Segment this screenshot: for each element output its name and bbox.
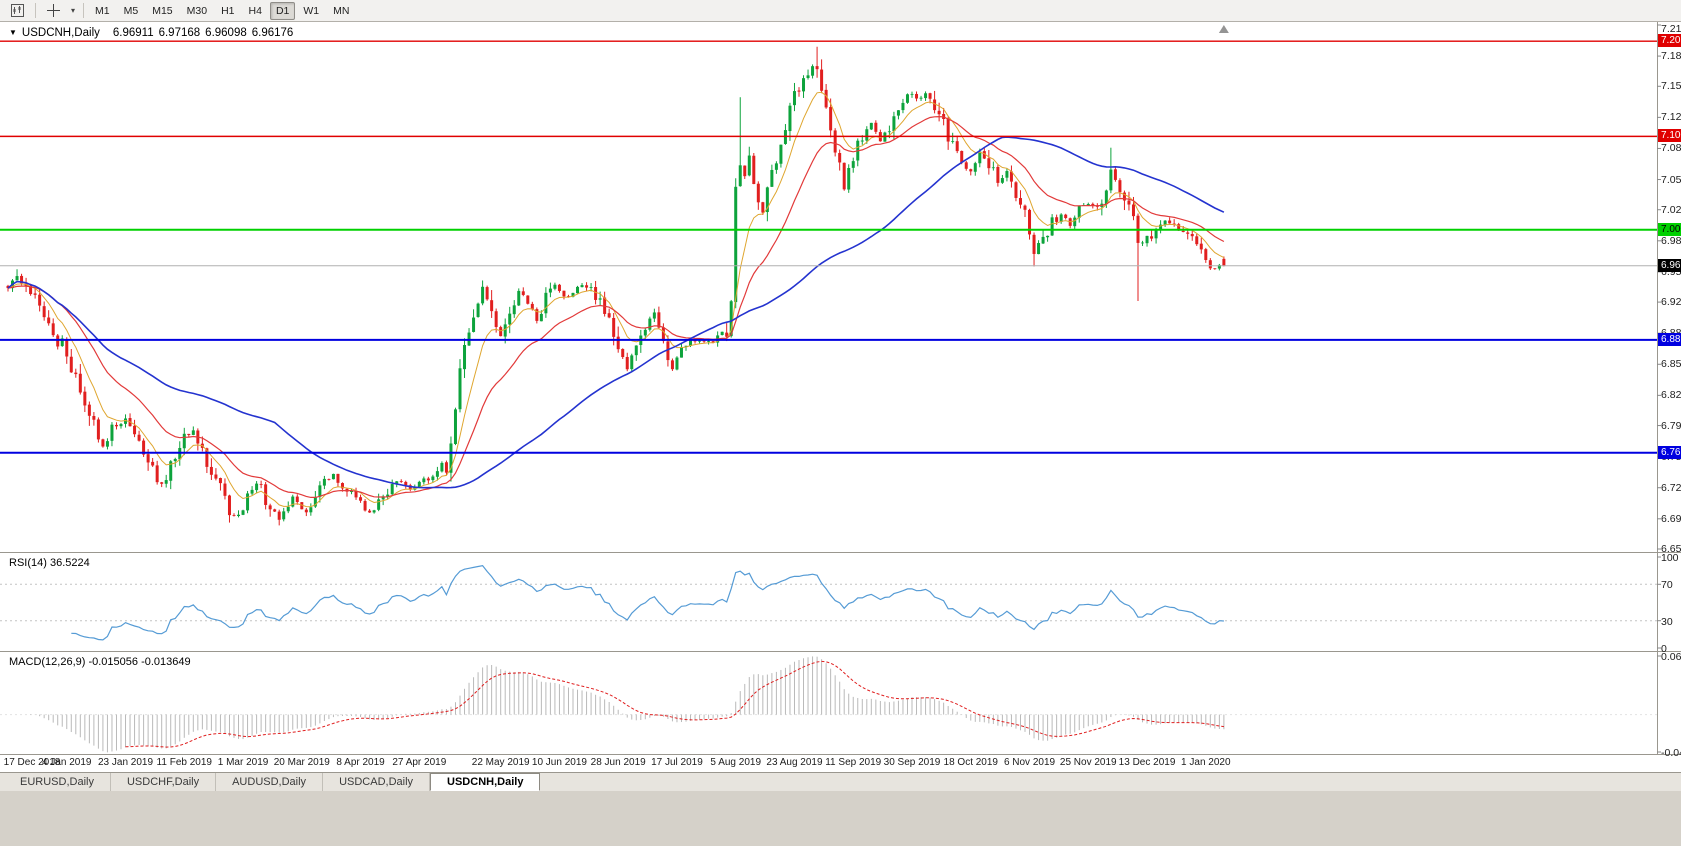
price-axis-label: 7.21925 xyxy=(1661,23,1681,35)
chart-tab-bar: EURUSD,Daily USDCHF,Daily AUDUSD,Daily USDC… xyxy=(0,772,1681,791)
chart-title: ▼ USDCNH,Daily 6.96911 6.97168 6.96098 6.9617… xyxy=(9,27,293,39)
price-axis-label: 6.79080 xyxy=(1661,419,1681,432)
date-axis-label: 27 Apr 2019 xyxy=(392,757,447,768)
price-axis-label: 6.65875 xyxy=(1661,543,1681,555)
chart-tab-usdchf[interactable]: USDCHF,Daily xyxy=(111,773,217,791)
hline-price-tag: 7.00029 xyxy=(1658,222,1681,236)
date-axis-label: 4 Jan 2019 xyxy=(42,757,92,768)
chart-icon xyxy=(11,4,24,17)
date-axis-label: 22 May 2019 xyxy=(471,757,530,768)
date-axis-label: 17 Dec 2018 xyxy=(3,757,61,768)
current-price-tag: 6.96176 xyxy=(1658,258,1681,272)
timeframe-button-h1[interactable]: H1 xyxy=(221,4,235,17)
date-axis-label: 23 Aug 2019 xyxy=(766,757,823,768)
ohlc-close: 6.96176 xyxy=(251,27,294,39)
cursor-dropdown-button[interactable]: ▾ xyxy=(68,2,78,20)
timeframe-button-m30[interactable]: M30 xyxy=(186,4,208,17)
hline-price-tag: 6.76171 xyxy=(1658,445,1681,459)
rsi-axis-label: 100 xyxy=(1661,552,1679,564)
date-axis-label: 17 Jul 2019 xyxy=(651,757,703,768)
date-axis-label: 20 Mar 2019 xyxy=(273,757,330,768)
price-axis-label: 7.02165 xyxy=(1661,203,1681,216)
date-axis-label: 11 Sep 2019 xyxy=(825,757,882,768)
timeframe-button-mn[interactable]: MN xyxy=(333,4,350,17)
price-axis-label: 6.72430 xyxy=(1661,481,1681,494)
timeframe-button-h4[interactable]: H4 xyxy=(248,4,262,17)
price-axis-label: 7.05395 xyxy=(1661,173,1681,186)
price-axis-label: 7.12045 xyxy=(1661,111,1681,124)
ohlc-low: 6.96098 xyxy=(205,27,247,39)
symbol-name: USDCNH,Daily xyxy=(21,27,100,39)
date-axis-label: 11 Feb 2019 xyxy=(156,757,212,768)
rsi-axis-label: 70 xyxy=(1661,579,1673,592)
price-axis-label: 6.69105 xyxy=(1661,512,1681,525)
date-axis-label: 6 Nov 2019 xyxy=(1003,757,1056,768)
date-axis-label: 30 Sep 2019 xyxy=(883,757,941,768)
price-axis-label: 6.92285 xyxy=(1661,296,1681,309)
chart-window-button[interactable] xyxy=(5,2,30,20)
date-axis-label: 5 Aug 2019 xyxy=(710,757,762,768)
hline-price-tag: 7.10011 xyxy=(1658,129,1681,143)
rsi-axis-label: 30 xyxy=(1661,615,1673,628)
price-axis-label: 6.85635 xyxy=(1661,358,1681,371)
timeframe-button-d1[interactable]: D1 xyxy=(269,1,296,20)
macd-axis-label: -0.04035 xyxy=(1661,747,1681,759)
chart-tab-audusd[interactable]: AUDUSD,Daily xyxy=(216,773,324,791)
dropdown-caret-icon: ▾ xyxy=(71,6,76,15)
rsi-axis-label: 0 xyxy=(1661,643,1667,655)
price-axis-label: 7.15370 xyxy=(1661,80,1681,93)
timeframe-button-group: M1 M5 M15 M30 H1 H4 D1 W1 MN xyxy=(88,1,356,20)
date-axis-label: 8 Apr 2019 xyxy=(336,757,385,768)
date-axis-label: 25 Nov 2019 xyxy=(1059,757,1117,768)
timeframe-button-m1[interactable]: M1 xyxy=(95,4,110,17)
ohlc-open: 6.96911 xyxy=(112,27,154,39)
hline-price-tag: 6.88250 xyxy=(1658,332,1681,346)
macd-label: MACD(12,26,9) -0.015056 -0.013649 xyxy=(9,656,191,668)
date-axis-label: 28 Jun 2019 xyxy=(590,757,646,768)
toolbar-separator xyxy=(35,3,36,18)
date-axis-label: 1 Jan 2020 xyxy=(1181,757,1231,768)
date-axis-label: 13 Dec 2019 xyxy=(1118,757,1176,768)
toolbar-separator xyxy=(83,3,85,18)
timeframe-button-m5[interactable]: M5 xyxy=(123,4,139,17)
date-axis-label: 18 Oct 2019 xyxy=(943,757,998,768)
rsi-label: RSI(14) 36.5224 xyxy=(9,557,90,569)
macd-axis-label: 0.063184 xyxy=(1661,651,1681,663)
crosshair-icon xyxy=(47,4,60,17)
chart-tab-eurusd[interactable]: EURUSD,Daily xyxy=(4,773,111,791)
chart-tab-usdcad[interactable]: USDCAD,Daily xyxy=(323,773,431,791)
date-axis-label: 1 Mar 2019 xyxy=(217,757,269,768)
chart-tab-usdcnh[interactable]: USDCNH,Daily xyxy=(430,773,541,791)
timeframe-button-w1[interactable]: W1 xyxy=(303,4,320,17)
price-axis-label: 6.82310 xyxy=(1661,389,1681,402)
price-axis-label: 7.18600 xyxy=(1661,50,1681,63)
price-axis-label: 7.08720 xyxy=(1661,142,1681,155)
date-axis-label: 23 Jan 2019 xyxy=(97,757,154,768)
toolbar: ▾ M1 M5 M15 M30 H1 H4 D1 W1 MN xyxy=(0,0,1681,22)
price-axis-label: 6.98840 xyxy=(1661,234,1681,247)
crosshair-tool-button[interactable] xyxy=(41,2,66,20)
date-axis-label: 10 Jun 2019 xyxy=(531,757,587,768)
quick-trade-arrow-icon[interactable]: ▼ xyxy=(9,28,17,37)
timeframe-button-m15[interactable]: M15 xyxy=(152,4,173,17)
ohlc-high: 6.97168 xyxy=(158,27,201,39)
